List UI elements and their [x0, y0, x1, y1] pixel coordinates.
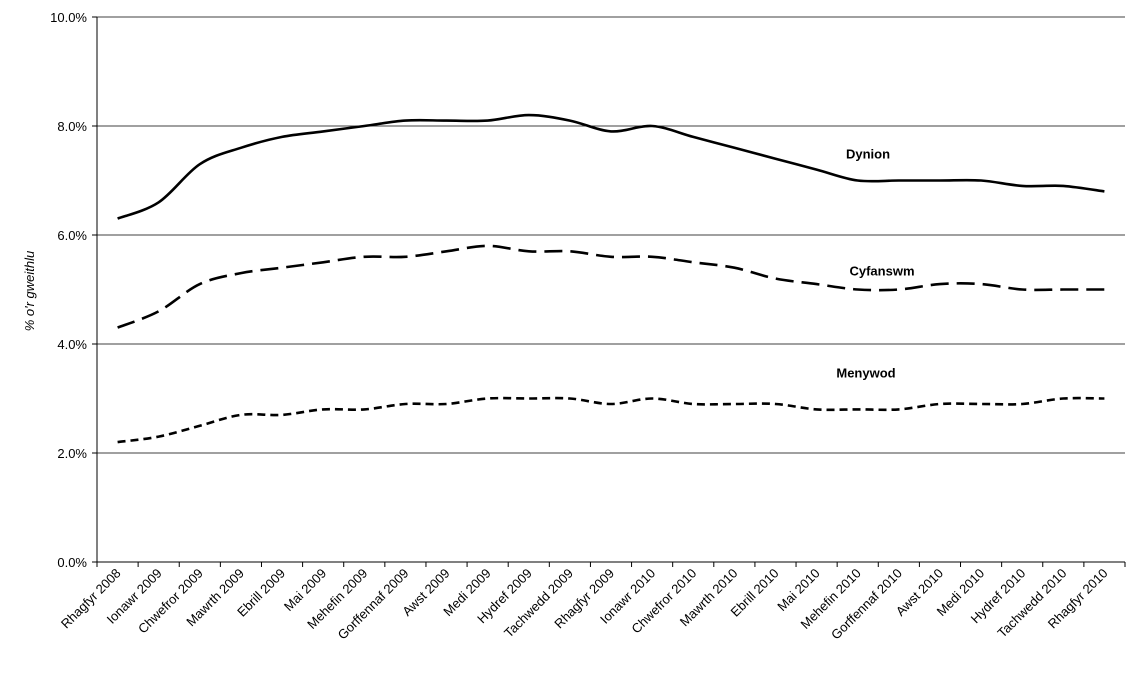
grid-lines [97, 16, 1125, 454]
series-line-menywod [117, 396, 1105, 444]
series-label-cyfanswm: Cyfanswm [849, 264, 914, 279]
series-lines [117, 113, 1105, 444]
y-tick-label: 0.0% [57, 555, 87, 570]
y-axis-title: % o'r gweithlu [22, 251, 37, 332]
axes [92, 16, 1126, 567]
x-tick-label: Gorffennaf 2009 [335, 566, 412, 643]
series-labels: Dynion Cyfanswm Menywod [836, 147, 914, 381]
series-label-dynion: Dynion [846, 147, 890, 162]
y-tick-label: 2.0% [57, 446, 87, 461]
y-tick-label: 6.0% [57, 228, 87, 243]
y-tick-label: 10.0% [50, 10, 87, 25]
series-line-cyfanswm [117, 244, 1105, 329]
series-label-menywod: Menywod [836, 365, 895, 380]
y-tick-labels: 0.0% 2.0% 4.0% 6.0% 8.0% 10.0% [50, 10, 87, 570]
x-tick-label: Gorffennaf 2010 [828, 566, 905, 643]
series-line-dynion [117, 113, 1105, 220]
y-tick-label: 8.0% [57, 119, 87, 134]
y-tick-label: 4.0% [57, 337, 87, 352]
